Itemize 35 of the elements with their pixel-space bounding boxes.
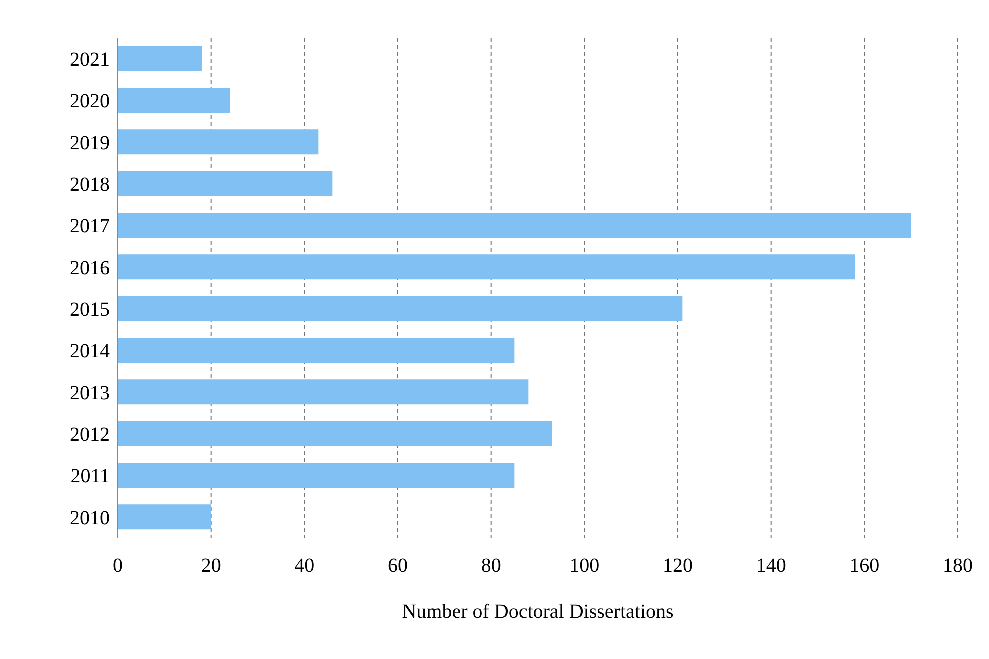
bar: [118, 338, 515, 363]
bar: [118, 463, 515, 488]
y-tick-label: 2016: [70, 257, 110, 280]
bar: [118, 213, 912, 238]
bar: [118, 421, 552, 446]
bar: [118, 504, 212, 530]
bar: [118, 254, 856, 280]
bar: [118, 88, 230, 113]
x-tick-label: 0: [113, 555, 123, 578]
x-tick-label: 120: [663, 555, 693, 578]
y-tick-label: 2019: [70, 132, 110, 154]
y-tick-label: 2012: [70, 424, 110, 446]
x-tick-label: 40: [294, 555, 315, 578]
y-tick-label: 2018: [70, 174, 110, 196]
bar: [118, 171, 333, 196]
x-tick-label: 60: [388, 555, 408, 578]
bar: [118, 130, 319, 155]
y-tick-label: 2014: [70, 340, 110, 363]
x-axis-title: Number of Doctoral Dissertations: [402, 601, 674, 623]
y-tick-label: 2020: [70, 90, 110, 113]
y-tick-label: 2015: [70, 298, 110, 321]
x-tick-label: 20: [201, 555, 222, 578]
y-tick-label: 2021: [70, 48, 110, 71]
y-tick-label: 2010: [70, 507, 110, 530]
x-tick-label: 140: [756, 555, 786, 578]
x-tick-label: 100: [570, 555, 600, 578]
y-tick-label: 2017: [70, 216, 110, 238]
bar: [118, 296, 683, 322]
x-tick-label: 160: [850, 555, 880, 578]
x-tick-label: 180: [943, 555, 973, 578]
bar: [118, 46, 202, 72]
y-tick-label: 2013: [70, 382, 110, 404]
y-tick-label: 2011: [70, 466, 110, 488]
x-tick-label: 80: [481, 555, 502, 578]
bar: [118, 380, 529, 405]
